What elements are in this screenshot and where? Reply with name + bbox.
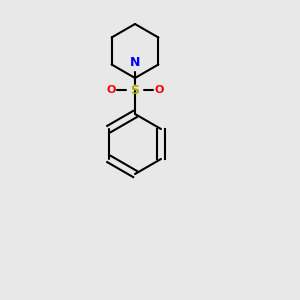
Text: O: O — [106, 85, 116, 95]
Text: N: N — [130, 56, 140, 70]
Text: O: O — [154, 85, 164, 95]
Text: S: S — [130, 83, 140, 97]
